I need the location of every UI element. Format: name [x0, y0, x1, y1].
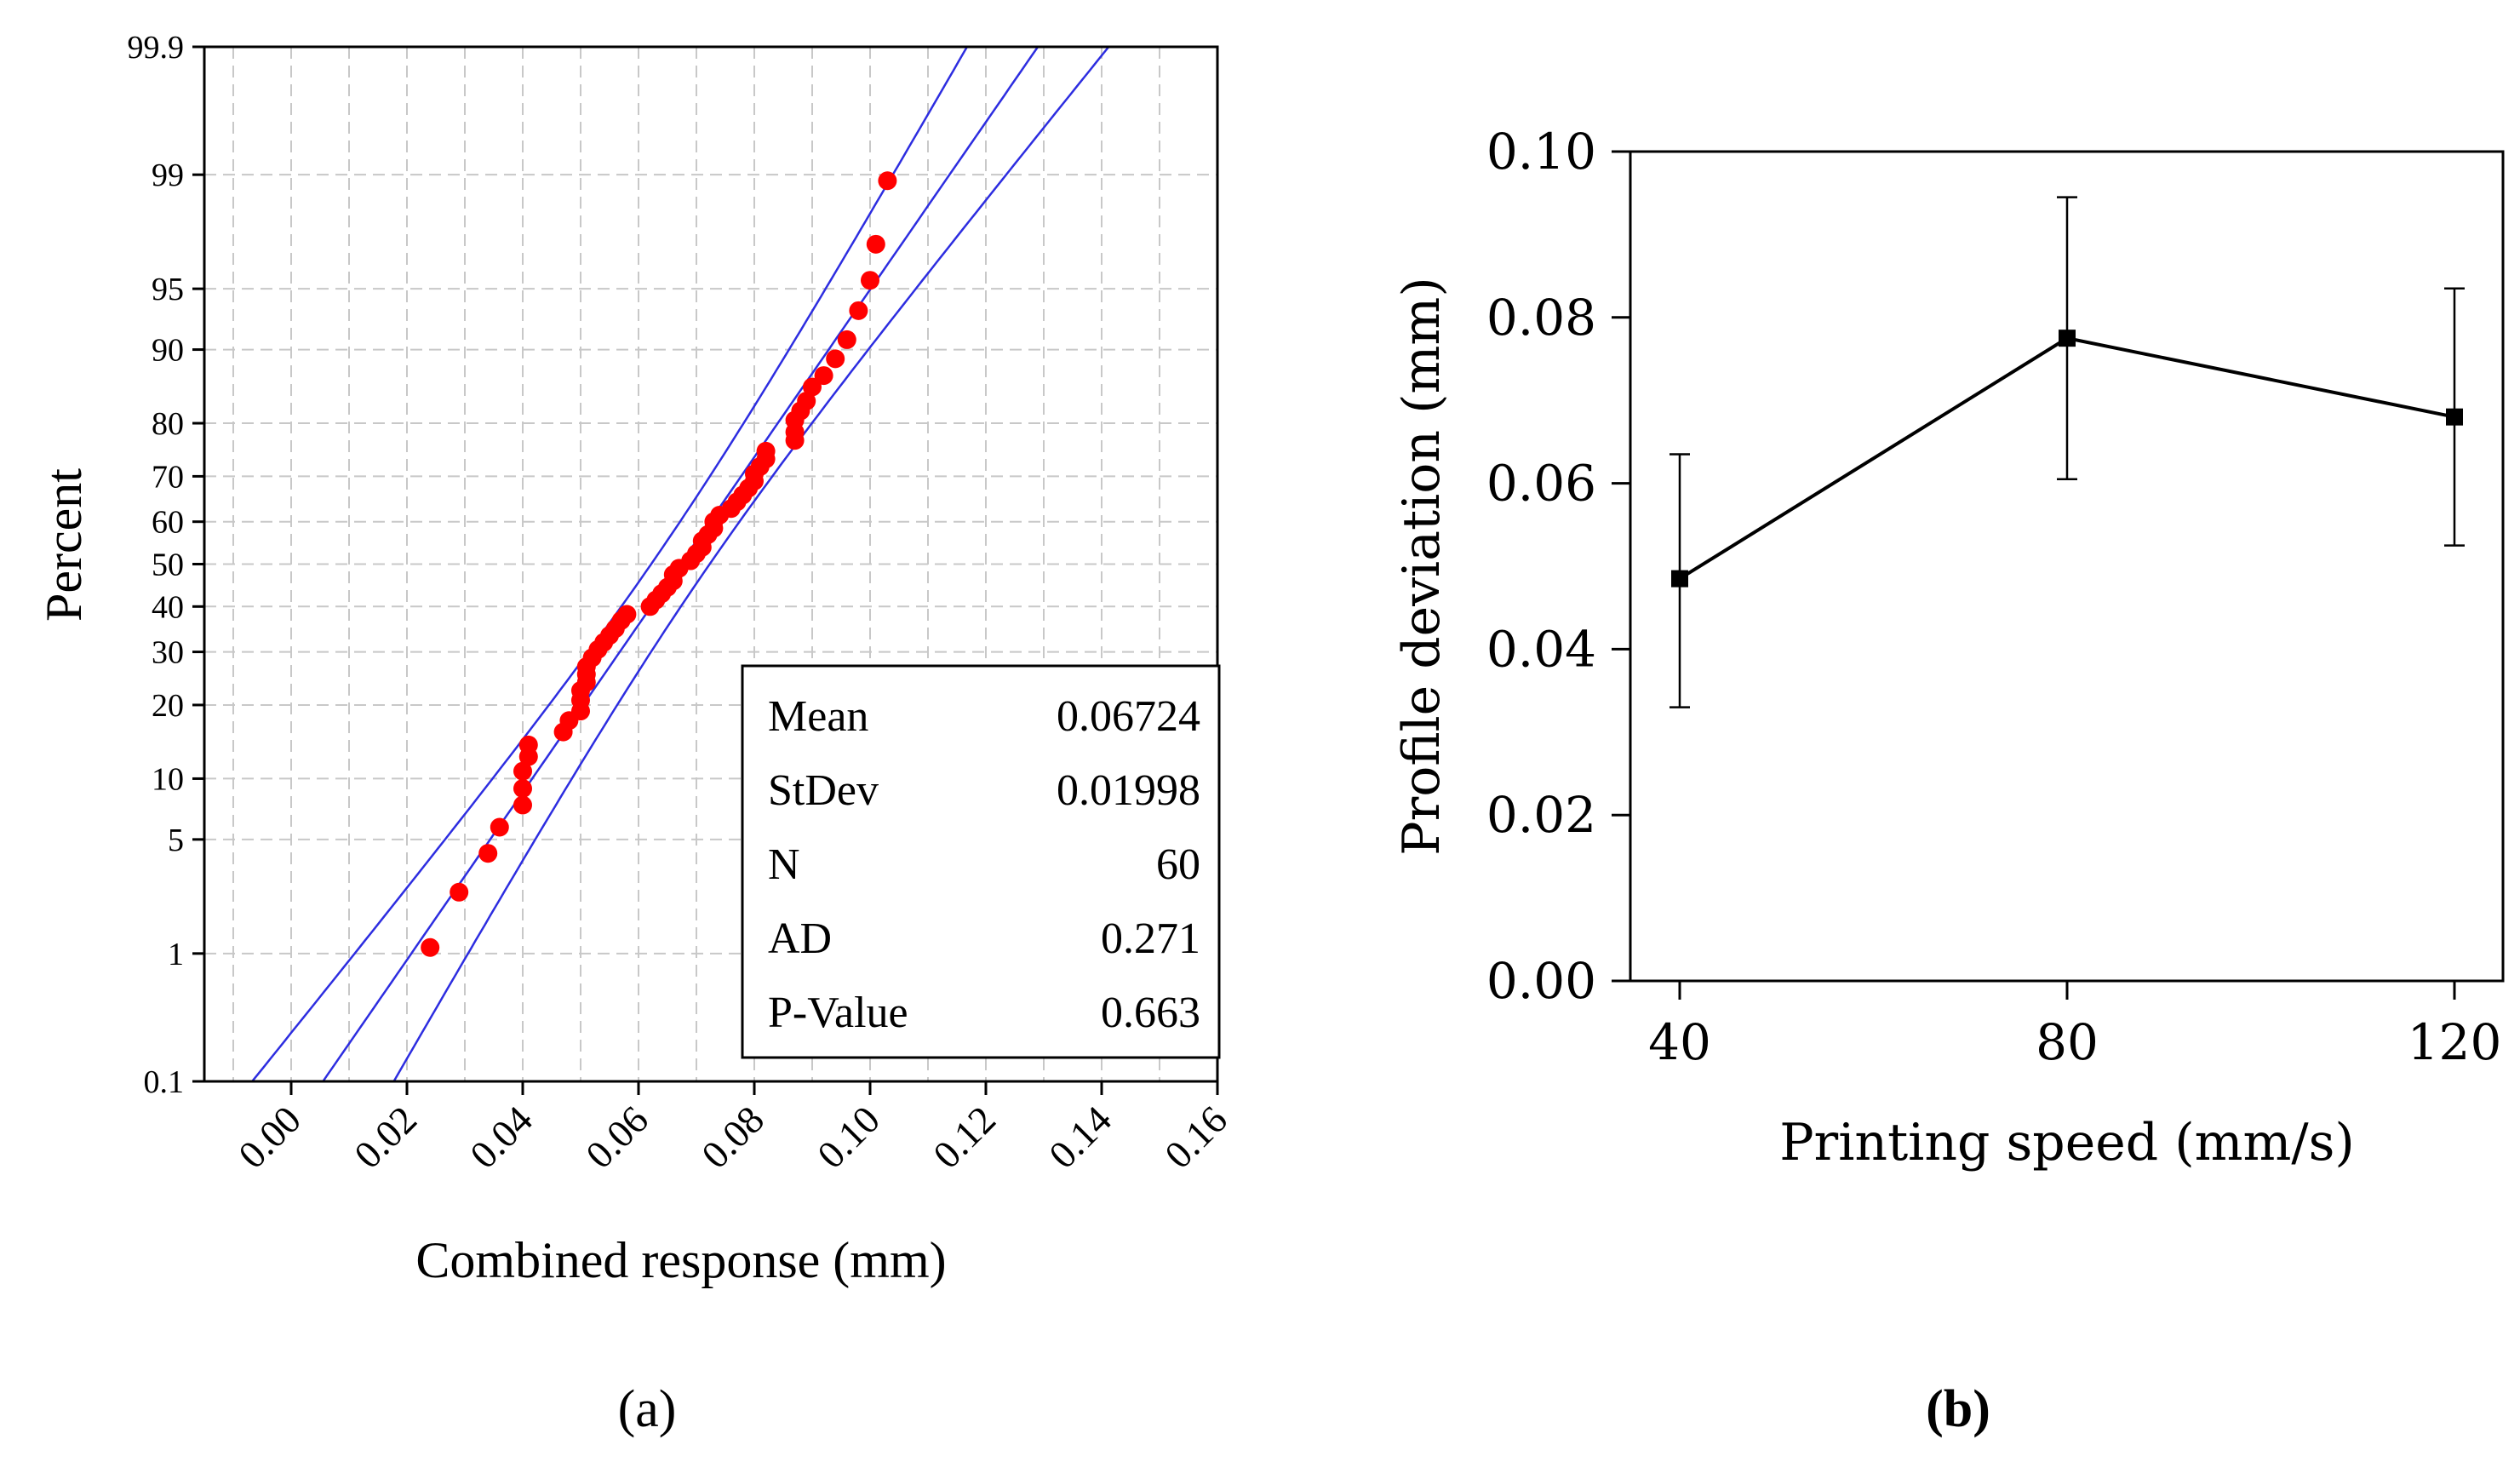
data-point — [826, 349, 845, 369]
stats-value: 0.663 — [1101, 989, 1200, 1037]
y-tick-label: 10 — [152, 761, 184, 797]
panel-b-y-axis-label: Profile deviation (mm) — [1392, 277, 1452, 855]
x-tick-label: 0.10 — [809, 1098, 888, 1177]
data-point — [513, 779, 532, 799]
stats-value: 0.01998 — [1057, 766, 1200, 815]
y-tick-label: 0.06 — [1486, 455, 1596, 513]
y-tick-label: 40 — [152, 589, 184, 625]
panel-a-stats-box: Mean 0.06724 StDev 0.01998 N 60 AD 0.271 P-Value… — [741, 664, 1221, 1059]
data-point — [490, 817, 509, 837]
panel-b-x-axis: 40 80 120 — [1648, 981, 2501, 1071]
x-tick-label: 0.00 — [230, 1098, 309, 1177]
y-tick-label: 70 — [152, 459, 184, 495]
y-tick-label: 99 — [152, 158, 184, 193]
data-point — [478, 844, 498, 863]
data-point — [814, 366, 833, 386]
data-point — [803, 377, 822, 397]
y-tick-label: 99.9 — [128, 30, 185, 66]
y-tick-label: 0.10 — [1486, 123, 1596, 181]
x-tick-label: 0.14 — [1040, 1098, 1120, 1177]
stats-label: P-Value — [768, 989, 908, 1037]
stats-box-frame — [741, 664, 1221, 1059]
data-point — [450, 882, 469, 902]
y-tick-label: 30 — [152, 635, 184, 671]
panel-a-y-axis: 0.1 1 5 10 20 30 40 50 60 70 80 90 95 99 99.9 — [128, 30, 204, 1100]
stats-value: 0.271 — [1101, 914, 1200, 963]
data-marker — [2446, 408, 2463, 426]
x-tick-label: 0.08 — [693, 1098, 772, 1177]
y-tick-label: 0.08 — [1486, 289, 1596, 347]
y-tick-label: 0.1 — [144, 1064, 185, 1100]
data-point — [866, 234, 885, 254]
panel-b-caption: (b) — [1926, 1380, 1990, 1438]
data-point — [849, 301, 868, 320]
panel-a-caption: (a) — [618, 1380, 677, 1438]
y-tick-label: 0.04 — [1486, 620, 1596, 678]
x-tick-label: 120 — [2408, 1013, 2502, 1071]
y-tick-label: 5 — [168, 823, 184, 858]
x-tick-label: 80 — [2036, 1013, 2099, 1071]
data-marker — [2059, 330, 2076, 347]
y-tick-label: 80 — [152, 406, 184, 442]
y-tick-label: 50 — [152, 548, 184, 583]
y-tick-label: 90 — [152, 333, 184, 369]
panel-b-series — [1670, 196, 2465, 708]
y-tick-label: 0.02 — [1486, 786, 1596, 844]
panel-a-probability-plot: 0.1 1 5 10 20 30 40 50 60 70 80 90 95 99 99.9 0.00 0.02… — [36, 30, 1235, 1438]
y-tick-label: 60 — [152, 505, 184, 541]
data-point — [513, 795, 532, 815]
stats-value: 60 — [1156, 840, 1200, 889]
stats-value: 0.06724 — [1057, 692, 1200, 741]
data-point — [861, 271, 879, 290]
panel-a-x-axis: 0.00 0.02 0.04 0.06 0.08 0.10 0.12 0.14 0.16 — [230, 1081, 1235, 1177]
panel-b-y-axis: 0.00 0.02 0.04 0.06 0.08 0.10 — [1486, 123, 1630, 1010]
y-tick-label: 0.00 — [1486, 952, 1596, 1010]
data-point — [797, 392, 816, 411]
confidence-band — [250, 47, 969, 1081]
panel-a-x-axis-label: Combined response (mm) — [415, 1232, 946, 1288]
data-point — [617, 605, 637, 624]
x-tick-label: 0.16 — [1156, 1098, 1235, 1177]
x-tick-label: 0.12 — [925, 1098, 1004, 1177]
x-tick-label: 0.02 — [346, 1098, 425, 1177]
data-point — [518, 735, 538, 754]
panel-b-error-bar-plot: 0.00 0.02 0.04 0.06 0.08 0.10 40 80 120 Printin… — [1392, 123, 2505, 1438]
panel-a-data-points — [421, 171, 897, 957]
data-point — [837, 330, 856, 349]
data-point — [513, 761, 532, 781]
data-point — [878, 171, 897, 191]
data-point — [756, 441, 776, 461]
x-tick-label: 40 — [1648, 1013, 1711, 1071]
stats-label: Mean — [768, 692, 868, 741]
stats-label: N — [768, 840, 800, 889]
y-tick-label: 1 — [168, 937, 184, 972]
x-tick-label: 0.06 — [577, 1098, 656, 1177]
x-tick-label: 0.04 — [461, 1098, 541, 1177]
data-point — [421, 937, 440, 957]
stats-label: StDev — [768, 766, 879, 815]
panel-a-y-axis-label: Percent — [36, 468, 92, 622]
data-marker — [1671, 570, 1688, 588]
stats-label: AD — [768, 914, 832, 963]
y-tick-label: 20 — [152, 688, 184, 724]
confidence-band — [392, 47, 1110, 1081]
y-tick-label: 95 — [152, 272, 184, 307]
panel-b-x-axis-label: Printing speed (mm/s) — [1779, 1113, 2355, 1172]
